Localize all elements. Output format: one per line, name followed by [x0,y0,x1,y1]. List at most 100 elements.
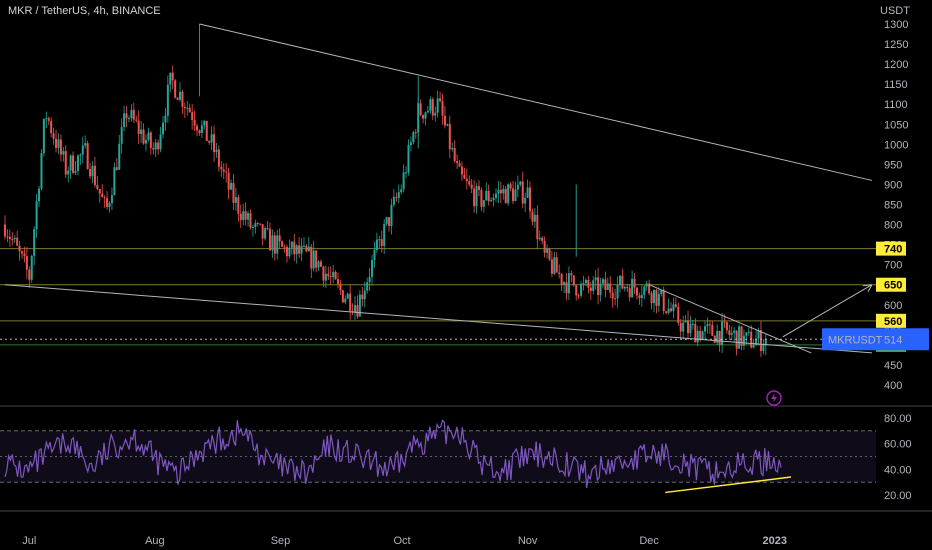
candle-body [183,106,186,109]
candle-body [558,272,561,274]
candle-body [319,261,322,267]
candle-body [716,330,719,343]
candle-body [273,235,276,254]
candle-body [533,214,536,222]
candle-body [524,197,527,204]
candle-body [174,80,177,98]
candle-body [288,247,291,257]
candle-body [609,283,612,293]
candle-body [764,338,767,346]
candle-body [358,294,361,317]
candle-body [103,197,106,199]
candle-body [375,239,378,250]
rsi-tick: 20.00 [884,490,912,502]
candle-body [555,257,558,273]
price-tick: 700 [884,260,902,272]
candle-body [721,321,724,345]
candle-body [597,277,600,296]
candle-body [276,235,279,254]
current-symbol: MKRUSDT [828,334,883,346]
candle-body [419,103,422,115]
current-price-value: 514 [884,334,902,346]
candle-body [332,271,335,278]
rsi-reference-lines [0,430,876,483]
candle-body [154,142,157,150]
candle-body [373,249,376,261]
lightning-icon[interactable] [766,390,782,406]
candle-body [426,110,429,113]
candle-body [110,195,113,204]
candle-body [614,298,617,300]
candle-body [470,184,473,189]
candle-body [329,276,332,278]
candle-body [677,306,680,323]
candle-body [339,283,342,291]
candle-body [626,286,629,289]
candle-body [312,250,315,269]
candle-body [414,132,417,134]
candle-body [18,245,21,252]
candle-body [422,114,425,119]
candle-body [652,289,655,304]
trendlines[interactable] [4,23,873,354]
candle-body [13,237,16,240]
candle-body [465,178,468,182]
candle-body [354,305,357,312]
candle-body [536,214,539,240]
candle-body [567,273,570,294]
rsi-tick: 40.00 [884,464,912,476]
candle-body [234,197,237,203]
candle-body [242,211,245,221]
candle-body [497,189,500,194]
candle-body [261,224,264,239]
candle-body [341,290,344,303]
candle-body [196,125,199,131]
candle-body [290,241,293,248]
horizontal-levels: 740650560500 [0,241,906,352]
candle-body [728,330,731,335]
price-tick: 800 [884,220,902,232]
candle-body [210,134,213,143]
level-label: 740 [884,244,902,256]
candle-body [409,142,412,146]
price-tick: 1200 [884,59,908,71]
candle-body [59,139,62,155]
candle-body [169,72,172,85]
candle-body [361,294,364,300]
candle-body [487,190,490,202]
candle-body [188,107,191,113]
chart-title: MKR / TetherUS, 4h, BINANCE [8,5,161,17]
candle-body [55,138,58,148]
candle-body [208,141,211,143]
candle-body [96,185,99,190]
candle-body [429,99,432,111]
candle-body [135,119,138,121]
time-tick: Oct [393,535,410,547]
candle-body [526,187,529,198]
candle-body [390,204,393,227]
candle-body [337,279,340,284]
candle-body [200,125,203,134]
candle-body [356,305,359,317]
candle-body [623,286,626,289]
candle-body [434,112,437,116]
candle-body [674,304,677,307]
candle-body [475,186,478,207]
candle-body [762,345,765,351]
candle-body [50,120,53,134]
candle-body [572,275,575,286]
candle-body [8,236,11,240]
candle-body [157,142,160,150]
candle-body [244,211,247,220]
candle-body [16,237,19,246]
time-axis[interactable]: Jul Aug Sep Oct Nov Dec 2023 [22,535,787,547]
candle-body [215,149,218,153]
candle-body [281,241,284,247]
candle-body [147,132,150,140]
candle-body [385,217,388,224]
candle-body [334,271,337,280]
candle-body [650,293,653,304]
candle-body [30,256,33,280]
time-tick: Nov [518,535,538,547]
